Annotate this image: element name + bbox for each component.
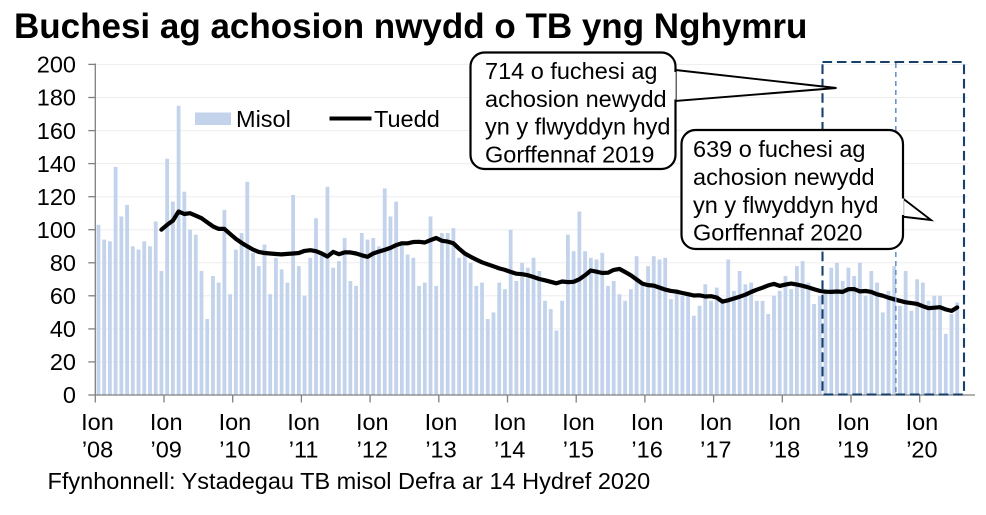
svg-text:Ion: Ion: [768, 409, 801, 435]
svg-text:Ion: Ion: [356, 409, 389, 435]
svg-text:Ion: Ion: [425, 409, 458, 435]
svg-text:’17: ’17: [700, 437, 731, 463]
svg-text:’18: ’18: [769, 437, 800, 463]
svg-text:Ion: Ion: [837, 409, 870, 435]
svg-text:Misol: Misol: [236, 106, 291, 132]
svg-text:40: 40: [50, 316, 76, 342]
svg-text:100: 100: [37, 217, 76, 243]
svg-text:yn y flwyddyn hyd: yn y flwyddyn hyd: [485, 114, 670, 140]
svg-text:Ion: Ion: [287, 409, 320, 435]
svg-text:Ion: Ion: [906, 409, 939, 435]
svg-text:’11: ’11: [289, 437, 319, 463]
svg-text:80: 80: [50, 250, 76, 276]
svg-text:200: 200: [37, 52, 76, 78]
svg-text:120: 120: [37, 184, 76, 210]
svg-text:Ion: Ion: [562, 409, 595, 435]
svg-text:714 o fuchesi ag: 714 o fuchesi ag: [485, 58, 657, 84]
svg-text:’12: ’12: [357, 437, 388, 463]
svg-text:’19: ’19: [838, 437, 869, 463]
svg-text:yn y flwyddyn hyd: yn y flwyddyn hyd: [693, 192, 878, 218]
svg-text:’14: ’14: [494, 437, 525, 463]
svg-text:Ion: Ion: [150, 409, 183, 435]
svg-text:’16: ’16: [631, 437, 662, 463]
svg-text:’08: ’08: [82, 437, 113, 463]
svg-text:’10: ’10: [219, 437, 250, 463]
svg-text:Tuedd: Tuedd: [374, 106, 440, 132]
svg-text:achosion newydd: achosion newydd: [485, 86, 667, 112]
svg-text:60: 60: [50, 283, 76, 309]
svg-text:639 o fuchesi ag: 639 o fuchesi ag: [693, 136, 865, 162]
svg-text:160: 160: [37, 118, 76, 144]
svg-text:Ion: Ion: [631, 409, 664, 435]
svg-text:Ion: Ion: [81, 409, 114, 435]
svg-text:Ion: Ion: [493, 409, 526, 435]
svg-text:140: 140: [37, 151, 76, 177]
svg-text:0: 0: [63, 382, 76, 408]
svg-text:achosion newydd: achosion newydd: [693, 164, 875, 190]
svg-text:Gorffennaf 2019: Gorffennaf 2019: [485, 141, 654, 167]
svg-text:180: 180: [37, 85, 76, 111]
svg-text:’15: ’15: [563, 437, 594, 463]
svg-text:20: 20: [50, 349, 76, 375]
svg-text:Ion: Ion: [219, 409, 252, 435]
svg-text:Gorffennaf 2020: Gorffennaf 2020: [693, 220, 862, 246]
svg-text:’20: ’20: [906, 437, 937, 463]
svg-text:Ion: Ion: [699, 409, 732, 435]
svg-text:’09: ’09: [151, 437, 182, 463]
svg-text:’13: ’13: [425, 437, 456, 463]
